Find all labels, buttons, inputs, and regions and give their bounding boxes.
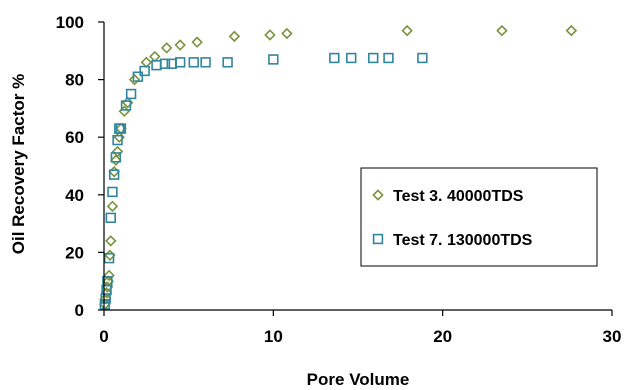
data-point <box>417 52 428 64</box>
data-point <box>159 58 171 69</box>
data-point <box>346 52 357 64</box>
data-point <box>174 39 186 51</box>
legend-label: Test 7. 130000TDS <box>393 232 533 249</box>
data-point <box>175 57 186 68</box>
data-point <box>264 29 276 41</box>
data-point <box>110 154 122 166</box>
data-point <box>103 252 115 264</box>
x-tick-label: 0 <box>99 327 108 346</box>
data-point <box>110 152 122 163</box>
x-tick-label: 10 <box>264 327 283 346</box>
data-point <box>188 57 199 68</box>
x-axis-ticks: 0 10 20 30 <box>99 310 621 346</box>
data-point <box>268 54 279 65</box>
y-tick-label: 80 <box>65 71 84 90</box>
y-tick-label: 40 <box>65 186 84 205</box>
data-point <box>102 275 113 287</box>
data-point <box>99 299 111 310</box>
data-point <box>115 123 127 134</box>
y-tick-label: 20 <box>65 243 84 262</box>
legend-entries: Test 3. 40000TDS Test 7. 130000TDS <box>372 188 533 249</box>
data-point <box>103 269 115 282</box>
y-tick-label: 60 <box>65 128 84 147</box>
data-point <box>139 65 150 77</box>
data-point <box>401 24 413 37</box>
data-point <box>160 42 173 54</box>
x-tick-label: 30 <box>603 327 622 346</box>
data-point <box>112 134 123 146</box>
y-tick-label: 0 <box>75 301 84 320</box>
data-point <box>111 145 124 158</box>
data-point <box>281 27 293 40</box>
data-point <box>107 186 118 198</box>
data-point <box>151 59 162 71</box>
data-point <box>128 73 141 86</box>
data-point <box>200 57 211 68</box>
data-point <box>565 24 578 37</box>
data-point <box>106 200 119 213</box>
series-2-points <box>99 52 428 310</box>
data-point <box>383 52 394 64</box>
data-point <box>140 56 153 69</box>
data-point <box>108 166 120 178</box>
x-tick-label: 20 <box>433 327 452 346</box>
data-point <box>191 36 203 48</box>
data-point <box>120 100 132 111</box>
data-point <box>329 52 340 64</box>
data-point <box>228 30 241 43</box>
x-axis-title: Pore Volume <box>307 370 410 389</box>
data-point <box>149 50 161 63</box>
legend-box <box>360 167 598 267</box>
data-point <box>368 52 379 64</box>
data-point <box>108 169 120 180</box>
y-axis-title: Oil Recovery Factor % <box>9 74 28 254</box>
y-tick-label: 100 <box>56 13 84 32</box>
data-point <box>125 88 137 100</box>
legend-marker <box>372 189 384 201</box>
data-point <box>132 71 144 82</box>
legend-marker <box>372 233 384 245</box>
data-point <box>496 24 508 37</box>
y-axis-ticks: 0 20 40 60 80 100 <box>56 13 104 320</box>
data-point <box>105 235 117 247</box>
legend-label: Test 3. 40000TDS <box>393 188 524 205</box>
data-point <box>105 212 116 224</box>
plot-area <box>99 24 578 310</box>
legend: Test 3. 40000TDS Test 7. 130000TDS <box>360 167 598 267</box>
data-point <box>222 57 233 68</box>
